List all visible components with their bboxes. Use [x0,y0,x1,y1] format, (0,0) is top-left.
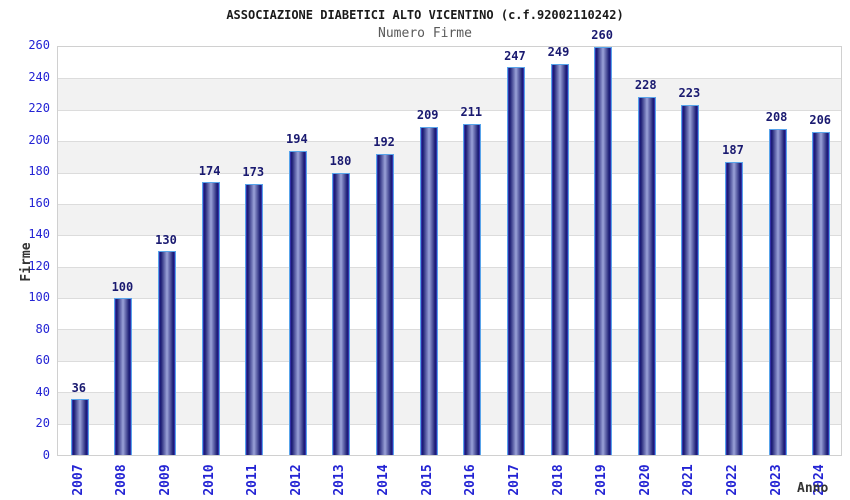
y-tick-label: 220 [28,101,50,116]
x-tick-label: 2021 [681,464,697,496]
plot-band [58,172,841,204]
plot-band [58,203,841,236]
plot-band [58,109,841,142]
plot-band [58,392,841,424]
plot-band [58,423,841,455]
bar-2021 [681,105,700,455]
y-tick-label: 140 [28,227,50,242]
y-tick-label: 40 [35,384,50,399]
plot-area [57,46,842,456]
bar-value-label: 100 [111,280,134,295]
x-tick-label: 2010 [201,464,217,496]
bar-2010 [201,181,220,455]
y-tick-label: 240 [28,69,50,84]
chart-subtitle: Numero Firme [378,26,472,41]
bar-value-label: 36 [71,381,87,396]
x-tick-label: 2022 [724,464,740,496]
y-tick-label: 100 [28,290,50,305]
x-tick-label: 2018 [550,464,566,496]
y-tick-label: 120 [28,258,50,273]
y-tick-label: 20 [35,416,50,431]
bar-value-label: 228 [634,78,657,93]
x-tick-label: 2014 [376,464,392,496]
plot-band [58,266,841,299]
y-tick-label: 200 [28,132,50,147]
bar-value-label: 208 [765,110,788,124]
bar-value-label: 174 [198,163,221,178]
x-tick-label: 2016 [463,464,479,496]
bar-2011 [245,183,264,455]
bar-2023 [768,128,787,455]
y-tick-label: 0 [42,448,50,462]
bar-2007 [70,398,89,455]
bar-value-label: 194 [286,132,308,147]
bar-value-label: 206 [809,113,832,128]
y-tick-label: 180 [28,164,50,179]
y-tick-label: 260 [28,38,50,52]
y-axis-title: Firme [19,242,34,282]
x-tick-label: 2012 [288,464,304,496]
bar-value-label: 209 [416,108,439,123]
bar-value-label: 192 [373,135,395,150]
bar-2008 [114,298,133,455]
y-tick-label: 160 [28,195,50,210]
x-tick-label: 2017 [506,464,522,496]
bar-2017 [506,67,525,455]
x-tick-label: 2011 [245,464,261,496]
bar-2024 [812,131,831,455]
bar-2022 [724,161,743,455]
bar-value-label: 247 [504,48,526,63]
plot-band [58,47,841,79]
bar-value-label: 260 [591,28,613,42]
x-tick-label: 2013 [332,464,348,496]
x-tick-label: 2020 [637,464,653,496]
plot-band [58,360,841,393]
plot-band [58,78,841,110]
x-tick-label: 2008 [114,464,130,496]
bar-2018 [550,64,569,455]
x-tick-label: 2015 [419,464,435,496]
bar-2016 [463,123,482,455]
bar-2019 [594,47,613,455]
bar-value-label: 211 [460,105,483,120]
y-tick-label: 60 [35,353,50,368]
bar-value-label: 180 [329,154,352,169]
bar-2009 [158,251,177,455]
x-tick-label: 2007 [70,464,86,496]
y-tick-label: 80 [35,321,50,336]
plot-band [58,329,841,361]
bar-2015 [419,127,438,455]
bar-2012 [288,150,307,455]
bar-value-label: 223 [678,86,701,101]
x-axis-title: Anno [797,481,829,496]
bar-value-label: 187 [722,143,744,158]
bar-value-label: 130 [155,233,177,247]
x-tick-label: 2023 [768,464,784,496]
bar-2014 [376,153,395,455]
bar-value-label: 173 [242,165,265,180]
x-tick-label: 2019 [594,464,610,496]
bar-2020 [637,97,656,455]
bar-value-label: 249 [547,45,570,60]
plot-band [58,235,841,267]
plot-band [58,141,841,173]
x-tick-label: 2009 [158,464,174,496]
bar-2013 [332,172,351,455]
plot-band [58,298,841,330]
chart-title: ASSOCIAZIONE DIABETICI ALTO VICENTINO (c… [226,8,624,22]
